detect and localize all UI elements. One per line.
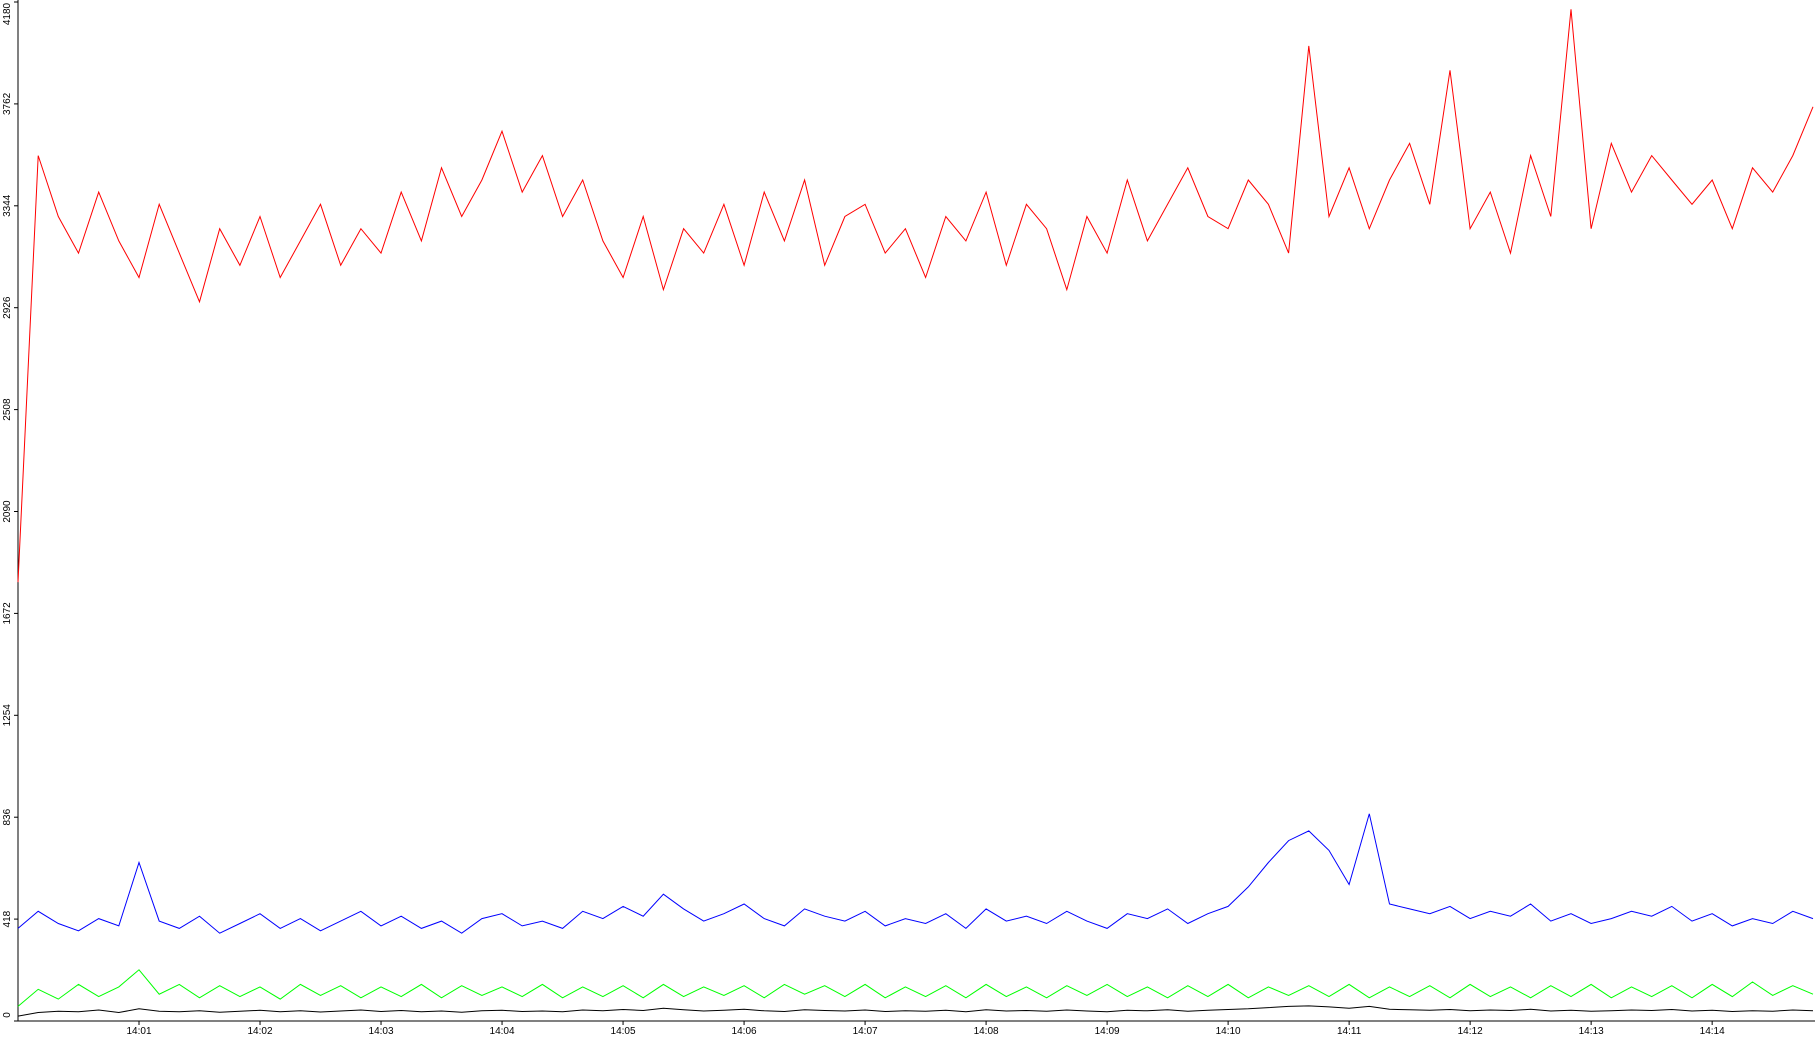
x-tick-label: 14:10 (1216, 1026, 1241, 1037)
x-tick-label: 14:08 (974, 1026, 999, 1037)
y-tick-label: 4180 (2, 2, 13, 25)
y-tick-label: 1254 (2, 704, 13, 727)
y-tick-label: 3762 (2, 92, 13, 115)
x-tick-label: 14:05 (611, 1026, 636, 1037)
y-tick-label: 836 (2, 808, 13, 825)
x-tick-label: 14:12 (1458, 1026, 1483, 1037)
y-tick-label: 2090 (2, 500, 13, 523)
x-tick-label: 14:07 (853, 1026, 878, 1037)
x-tick-label: 14:11 (1337, 1026, 1362, 1037)
y-tick-label: 418 (2, 910, 13, 927)
y-tick-label: 1672 (2, 602, 13, 625)
y-tick-label: 3344 (2, 194, 13, 217)
x-tick-label: 14:01 (126, 1026, 151, 1037)
y-tick-label: 0 (2, 1012, 13, 1018)
x-tick-label: 14:04 (490, 1026, 515, 1037)
series-line (17, 1005, 1814, 1017)
x-tick-label: 14:03 (369, 1026, 394, 1037)
x-tick-label: 14:06 (732, 1026, 757, 1037)
y-tick-label: 2926 (2, 296, 13, 319)
x-tick-label: 14:09 (1095, 1026, 1120, 1037)
series-line (17, 813, 1814, 934)
x-tick-label: 14:13 (1579, 1026, 1604, 1037)
x-tick-label: 14:02 (248, 1026, 273, 1037)
series-line (17, 969, 1814, 1007)
x-tick-label: 14:14 (1700, 1026, 1725, 1037)
series-line (17, 9, 1814, 583)
y-tick-label: 2508 (2, 398, 13, 421)
